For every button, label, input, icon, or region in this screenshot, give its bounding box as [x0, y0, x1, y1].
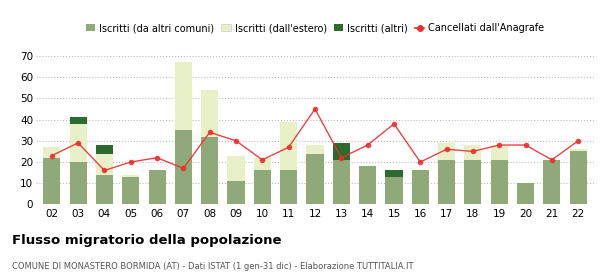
Bar [175, 62, 192, 130]
Bar [333, 143, 350, 160]
Bar [333, 160, 350, 204]
Bar [544, 160, 560, 204]
Bar [122, 175, 139, 177]
Bar [307, 145, 323, 153]
Bar [280, 171, 297, 204]
Text: COMUNE DI MONASTERO BORMIDA (AT) - Dati ISTAT (1 gen-31 dic) - Elaborazione TUTT: COMUNE DI MONASTERO BORMIDA (AT) - Dati … [12, 262, 413, 271]
Bar [517, 183, 534, 204]
Bar [43, 147, 61, 158]
Bar [227, 181, 245, 204]
Bar [385, 177, 403, 204]
Bar [359, 166, 376, 204]
Bar [96, 145, 113, 153]
Bar [254, 171, 271, 204]
Bar [201, 90, 218, 137]
Bar [201, 137, 218, 204]
Bar [43, 158, 61, 204]
Bar [227, 156, 245, 181]
Bar [412, 171, 429, 204]
Bar [254, 158, 271, 171]
Bar [70, 124, 86, 162]
Bar [280, 122, 297, 171]
Bar [96, 175, 113, 204]
Legend: Iscritti (da altri comuni), Iscritti (dall'estero), Iscritti (altri), Cancellati: Iscritti (da altri comuni), Iscritti (da… [82, 19, 548, 37]
Bar [307, 153, 323, 204]
Bar [491, 160, 508, 204]
Bar [70, 118, 86, 124]
Bar [385, 171, 403, 177]
Bar [464, 160, 481, 204]
Text: Flusso migratorio della popolazione: Flusso migratorio della popolazione [12, 234, 281, 247]
Bar [569, 149, 587, 151]
Bar [569, 151, 587, 204]
Bar [149, 171, 166, 204]
Bar [491, 145, 508, 160]
Bar [70, 162, 86, 204]
Bar [96, 153, 113, 175]
Bar [438, 143, 455, 160]
Bar [122, 177, 139, 204]
Bar [464, 145, 481, 160]
Bar [175, 130, 192, 204]
Bar [438, 160, 455, 204]
